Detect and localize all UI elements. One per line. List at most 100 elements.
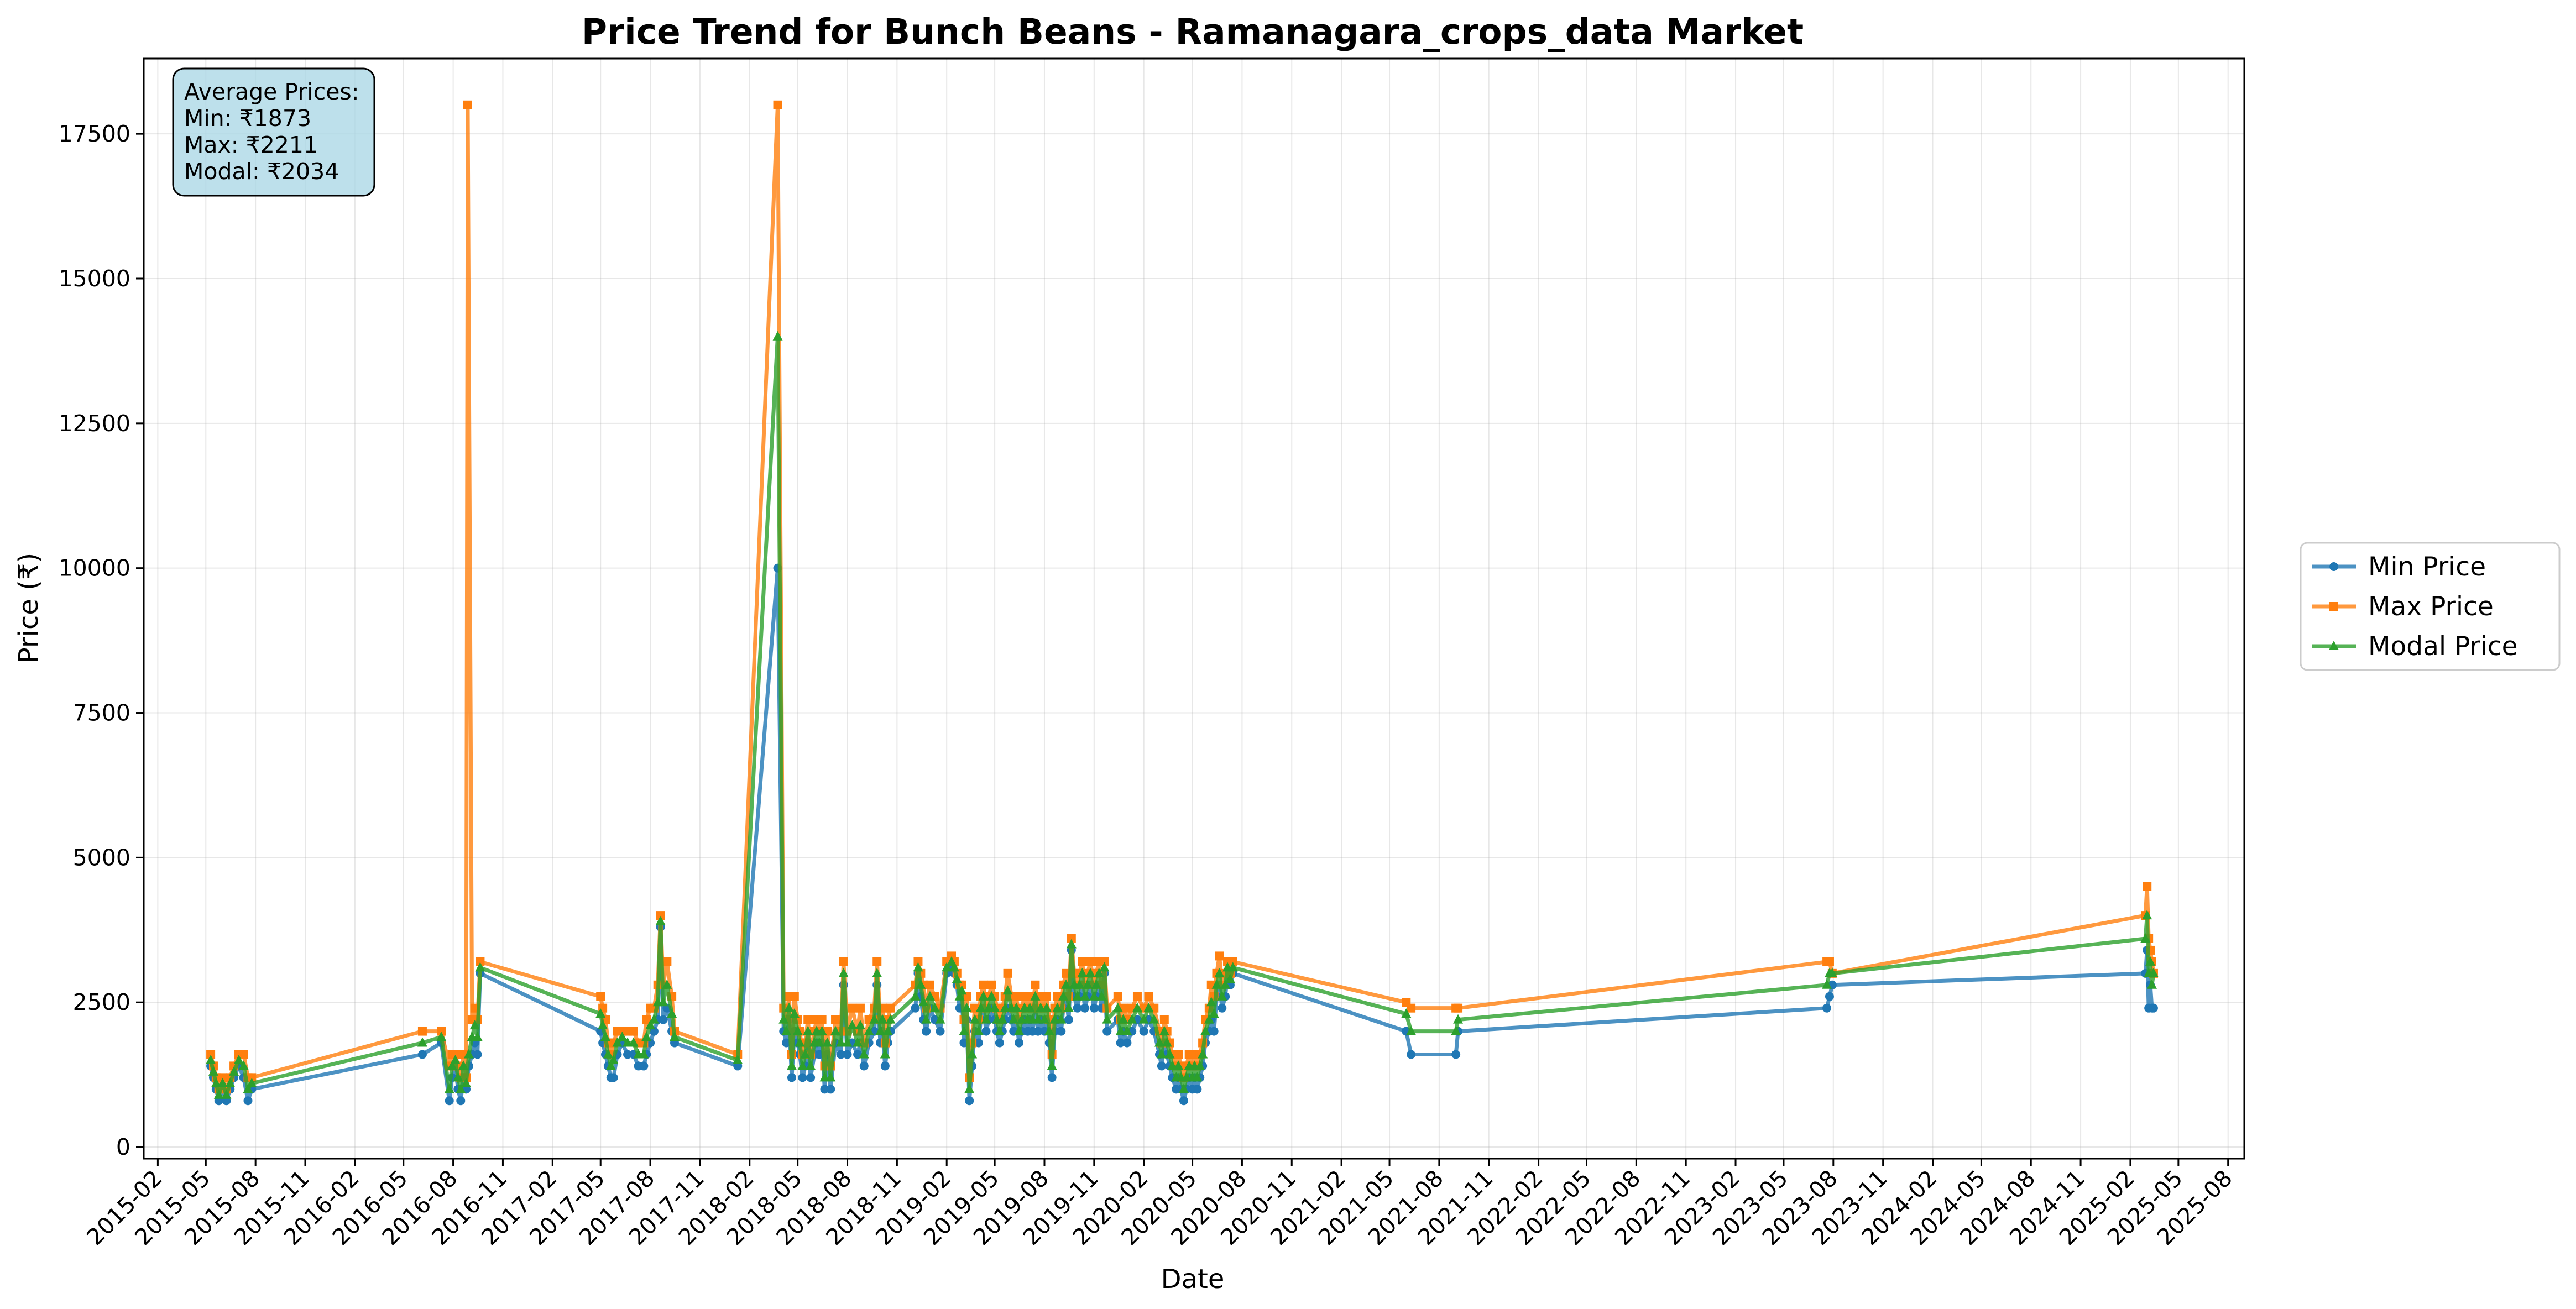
data-point — [1042, 992, 1051, 1001]
data-point — [1091, 979, 1101, 989]
data-point — [822, 1037, 833, 1047]
data-point — [1200, 1025, 1211, 1035]
data-point — [1193, 1085, 1202, 1094]
data-point — [476, 957, 485, 966]
data-point — [784, 1002, 795, 1012]
data-point — [1080, 1003, 1090, 1013]
data-point — [641, 1032, 652, 1041]
data-point — [964, 1083, 975, 1093]
data-point — [803, 1025, 813, 1035]
data-point — [1122, 1038, 1132, 1048]
data-point — [1031, 980, 1040, 989]
data-point — [1096, 991, 1107, 1001]
data-point — [979, 980, 988, 989]
data-point — [1179, 1096, 1188, 1106]
data-point — [1041, 1002, 1052, 1012]
data-point — [1173, 1060, 1184, 1070]
data-point — [639, 1061, 649, 1071]
data-point — [206, 1054, 216, 1064]
data-point — [782, 1038, 791, 1048]
data-point — [662, 957, 672, 966]
data-point — [1102, 1027, 1112, 1036]
data-point — [247, 1077, 257, 1087]
data-point — [1089, 991, 1099, 1001]
data-point — [885, 1014, 896, 1024]
data-point — [929, 1002, 940, 1012]
data-point — [1159, 1025, 1169, 1035]
data-point — [463, 1049, 474, 1059]
data-point — [1077, 967, 1088, 977]
series-modal-price — [206, 331, 2159, 1099]
plot-area-frame — [143, 57, 2245, 1160]
data-point — [645, 1020, 656, 1030]
data-point — [1099, 962, 1110, 972]
data-point — [924, 991, 935, 1001]
data-point — [875, 1025, 886, 1035]
legend-item: Min Price — [2312, 552, 2486, 582]
data-point — [795, 1037, 805, 1047]
data-point — [997, 1014, 1007, 1024]
data-point — [817, 1015, 827, 1024]
data-point — [797, 1060, 808, 1070]
data-point — [1039, 1014, 1049, 1024]
data-point — [417, 1037, 427, 1047]
data-point — [773, 100, 782, 109]
data-point — [225, 1077, 236, 1087]
data-point — [990, 1002, 1000, 1012]
data-point — [1094, 967, 1104, 977]
data-point — [1015, 1038, 1024, 1048]
data-point — [843, 1050, 852, 1059]
data-point — [217, 1077, 228, 1087]
legend-frame — [2300, 542, 2561, 671]
data-point — [1085, 957, 1095, 966]
data-point — [1454, 1003, 1463, 1013]
data-point — [910, 991, 921, 1001]
data-point — [629, 1027, 638, 1036]
data-point — [2142, 910, 2152, 920]
data-point — [935, 1014, 945, 1024]
data-point — [882, 1025, 893, 1035]
data-point — [1127, 1014, 1137, 1024]
data-point — [825, 1072, 836, 1082]
data-point — [1154, 1037, 1164, 1047]
data-point — [880, 1049, 890, 1059]
data-point — [1209, 1008, 1219, 1018]
data-point — [642, 1015, 651, 1024]
data-point — [772, 331, 783, 341]
data-point — [628, 1037, 639, 1047]
data-point — [670, 1032, 680, 1041]
data-point — [1061, 979, 1072, 989]
data-point — [859, 1049, 869, 1059]
data-point — [447, 1060, 457, 1070]
data-point — [949, 962, 959, 972]
data-point — [1002, 985, 1013, 995]
data-point — [975, 1002, 986, 1012]
data-point — [658, 997, 668, 1007]
data-point — [817, 1025, 827, 1035]
data-point — [605, 1060, 616, 1070]
data-point — [962, 1002, 972, 1012]
data-point — [456, 1096, 466, 1106]
y-tick-label: 2500 — [73, 989, 130, 1015]
x-axis-label: Date — [1161, 1264, 1225, 1295]
data-point — [437, 1027, 446, 1036]
data-point — [831, 1015, 840, 1024]
data-point — [1132, 992, 1142, 1001]
data-point — [1162, 1037, 1172, 1047]
data-point — [659, 1015, 668, 1024]
data-point — [1228, 957, 1237, 966]
data-point — [473, 1050, 482, 1059]
data-point — [954, 991, 965, 1001]
data-point — [1113, 992, 1122, 1001]
data-point — [1220, 979, 1231, 989]
data-point — [994, 1025, 1005, 1035]
data-point — [913, 962, 923, 972]
data-point — [921, 1014, 932, 1024]
data-point — [206, 1050, 216, 1059]
data-point — [603, 1049, 613, 1059]
series-max-price — [206, 100, 2158, 1094]
data-point — [1025, 1002, 1035, 1012]
data-point — [617, 1032, 628, 1041]
data-point — [830, 1025, 841, 1035]
data-point — [598, 1020, 608, 1030]
